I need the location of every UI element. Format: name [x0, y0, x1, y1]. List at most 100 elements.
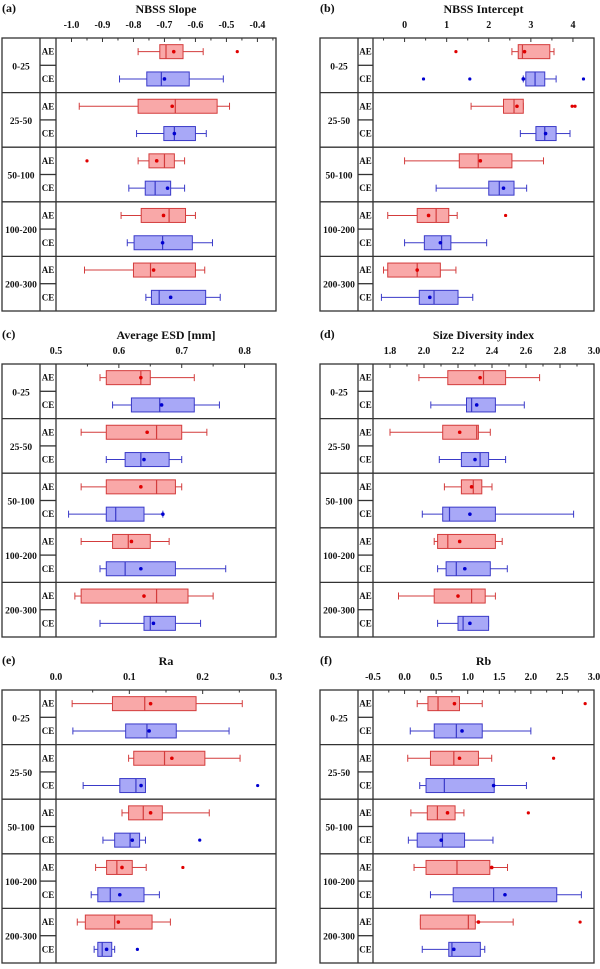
tick-label: -0.5 — [365, 672, 381, 683]
box-0-25-ce — [421, 71, 586, 87]
sub-label-ae: AE — [359, 210, 372, 220]
group-label: 100-200 — [5, 226, 37, 236]
box-25-50-ae — [128, 750, 241, 766]
box-200-300-ce — [99, 615, 202, 631]
panel-e: (e) Ra 0.0 0.1 0.2 0.3 0-25 AE CE 25-50 AE CE 50-100… — [1, 653, 282, 964]
box-50-100-ae — [443, 479, 493, 495]
iqr-box — [128, 805, 163, 821]
mean-marker — [415, 268, 419, 272]
box-50-100-ce — [421, 506, 575, 522]
mean-marker — [522, 49, 527, 54]
group-label: 0-25 — [12, 62, 30, 72]
box-100-200-ae — [80, 533, 170, 549]
box-25-50-ce — [519, 126, 571, 142]
iqr-box — [433, 723, 483, 739]
iqr-box — [137, 98, 218, 114]
box-100-200-ae — [95, 859, 185, 875]
x-axis: -1.0 -0.9 -0.8 -0.7 -0.6 -0.5 -0.4 — [55, 20, 274, 42]
box-25-50-ce — [105, 452, 183, 468]
iqr-box — [105, 506, 145, 522]
outlier-point — [583, 702, 587, 706]
outlier-point — [578, 920, 582, 924]
panel-label: (f) — [320, 653, 332, 667]
box-200-300-ae — [398, 588, 496, 604]
sub-label-ae: AE — [42, 156, 55, 166]
iqr-box — [458, 153, 513, 169]
sub-label-ce: CE — [359, 400, 372, 410]
box-0-25-ae — [418, 370, 541, 386]
outlier-point — [526, 811, 530, 815]
mean-marker — [460, 729, 464, 733]
group-label: 25-50 — [10, 443, 32, 453]
sub-label-ae: AE — [42, 482, 55, 492]
mean-marker — [168, 295, 173, 300]
mean-marker — [501, 186, 506, 190]
mean-marker — [172, 131, 177, 136]
box-25-50-ce — [438, 452, 507, 468]
row-label-table: 0-25 AE CE 25-50 AE CE 50-100 AE CE 100-200 AE CE 20… — [319, 689, 595, 964]
sub-label-ce: CE — [42, 74, 55, 84]
tick-label: 3.0 — [588, 346, 600, 357]
outlier-point — [581, 77, 586, 81]
boxes — [380, 44, 586, 305]
group-label: 100-200 — [5, 552, 37, 562]
mean-marker — [503, 892, 507, 897]
tick-label: -0.8 — [126, 20, 142, 31]
box-25-50-ae — [407, 750, 556, 766]
sub-label-ae: AE — [42, 699, 55, 709]
panel-frame — [319, 37, 595, 312]
group-label: 100-200 — [323, 878, 355, 888]
box-25-50-ce — [82, 778, 260, 794]
mean-marker — [478, 375, 482, 380]
tick-label: -0.5 — [219, 20, 235, 31]
box-100-200-ce — [90, 887, 160, 903]
sub-label-ae: AE — [359, 753, 372, 763]
sub-label-ae: AE — [42, 591, 55, 601]
sub-label-ce: CE — [42, 781, 55, 791]
sub-label-ae: AE — [42, 101, 55, 111]
sub-label-ae: AE — [359, 536, 372, 546]
box-25-50-ce — [136, 126, 207, 142]
panel-frame — [319, 363, 595, 638]
sub-label-ce: CE — [359, 129, 372, 139]
iqr-box — [425, 778, 495, 794]
box-0-25-ce — [409, 723, 532, 739]
sub-label-ae: AE — [42, 427, 55, 437]
box-100-200-ce — [437, 561, 508, 577]
mean-marker — [151, 621, 156, 626]
outlier-point — [421, 77, 426, 81]
box-50-100-ae — [121, 805, 210, 821]
box-200-300-ce — [145, 289, 221, 305]
group-label: 25-50 — [328, 769, 350, 779]
panel-a: (a) NBSS Slope -1.0 -0.9 -0.8 -0.7 -0.6 -0.5 -0.… — [1, 1, 277, 312]
panel-title: NBSS Slope — [135, 2, 197, 16]
iqr-box — [111, 696, 197, 712]
box-0-25-ce — [72, 723, 230, 739]
mean-marker — [438, 240, 443, 245]
mean-marker — [104, 947, 109, 952]
box-50-100-ae — [85, 153, 186, 169]
x-axis: 1.8 2.0 2.2 2.4 2.6 2.8 3.0 — [372, 346, 600, 368]
panel-label: (e) — [2, 653, 15, 667]
mean-marker — [452, 701, 457, 706]
box-50-100-ae — [404, 153, 544, 169]
box-200-300-ae — [76, 914, 171, 930]
box-200-300-ae — [74, 588, 214, 604]
iqr-box — [144, 180, 172, 196]
tick-label: 3 — [528, 20, 533, 31]
sub-label-ae: AE — [359, 482, 372, 492]
box-200-300-ce — [437, 615, 490, 631]
box-100-200-ce — [99, 561, 227, 577]
group-label: 100-200 — [5, 878, 37, 888]
x-axis: 0 1 2 3 4 — [383, 20, 595, 42]
box-0-25-ce — [119, 71, 224, 87]
panel-b: (b) NBSS Intercept 0 1 2 3 4 0-25 AE CE 25-50 AE CE 5… — [319, 1, 595, 312]
mean-marker — [142, 457, 146, 462]
box-50-100-ce — [407, 832, 494, 848]
panel-frame — [1, 363, 277, 638]
mean-marker — [165, 186, 170, 190]
tick-label: 3.0 — [588, 672, 600, 683]
iqr-box — [466, 397, 496, 413]
panel-frame — [1, 689, 277, 964]
tick-label: 0.8 — [238, 346, 251, 357]
